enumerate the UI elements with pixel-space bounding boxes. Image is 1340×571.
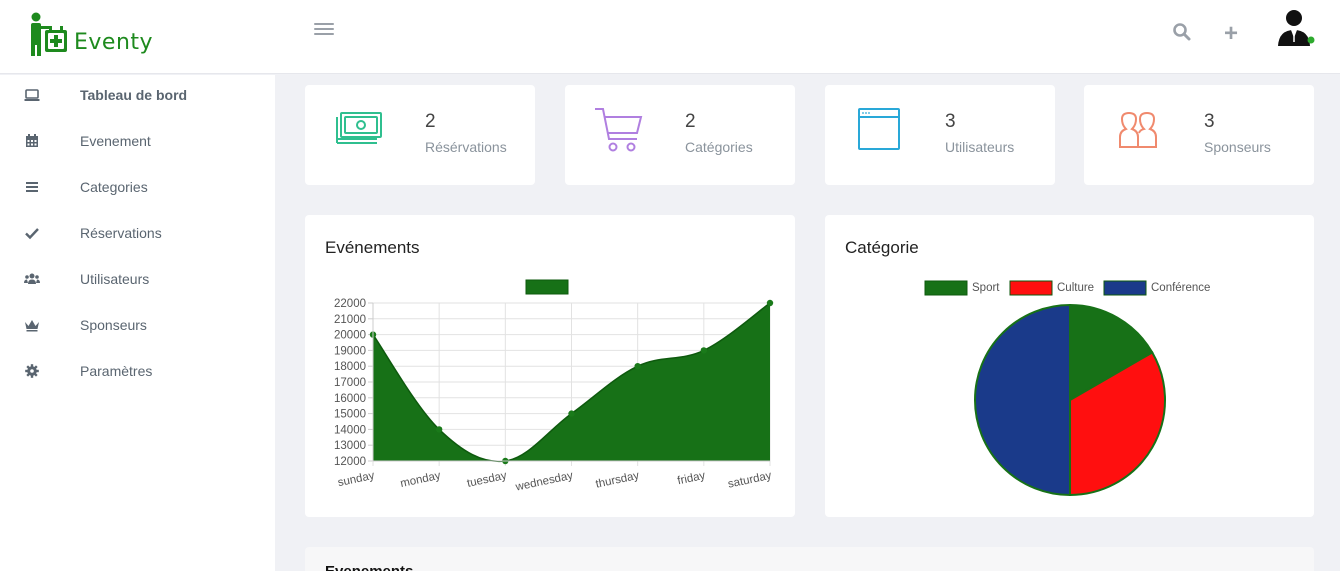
events-panel: Evénements 22000 21000 20000 19000 18000 1700…	[305, 215, 795, 517]
sidebar-item-sponseurs[interactable]: Sponseurs	[0, 307, 275, 343]
events-area-chart: 22000 21000 20000 19000 18000 17000 16000 15000…	[334, 279, 774, 494]
y-tick-label: 21000	[334, 314, 366, 326]
people-icon	[1119, 111, 1157, 148]
x-tick-label: friday	[676, 470, 706, 488]
data-point-monday[interactable]	[435, 426, 443, 433]
plus-icon[interactable]: +	[1223, 20, 1238, 47]
sidebar-item-label: Categories	[80, 179, 148, 195]
data-point-thursday[interactable]	[634, 363, 641, 370]
x-tick-label: wednesday	[514, 470, 575, 494]
stat-card-categories[interactable]: 2 Catégories	[565, 85, 795, 185]
check-icon	[25, 228, 39, 240]
sidebar-item-label: Tableau de bord	[80, 87, 188, 103]
y-tick-label: 14000	[334, 424, 366, 436]
search-icon[interactable]	[1172, 22, 1192, 42]
y-tick-label: 17000	[334, 377, 366, 389]
legend-label[interactable]: Culture	[1057, 282, 1094, 294]
stat-label: Sponseurs	[1204, 139, 1271, 155]
sidebar-item-label: Sponseurs	[80, 317, 147, 333]
eventy-logo-icon	[31, 12, 67, 56]
sidebar-item-label: Paramètres	[80, 363, 153, 379]
stat-label: Catégories	[685, 139, 753, 155]
hamburger-icon[interactable]	[314, 20, 334, 40]
users-icon	[24, 273, 40, 284]
list-icon	[26, 182, 38, 192]
stat-label: Résérvations	[425, 139, 507, 155]
legend-label[interactable]: Conférence	[1151, 282, 1210, 294]
stat-label: Utilisateurs	[945, 139, 1015, 155]
category-pie-chart: Sport Culture Conférence	[924, 280, 1210, 497]
series-area	[373, 303, 770, 462]
money-icon	[336, 112, 382, 144]
sidebar-item-utilisateurs[interactable]: Utilisateurs	[0, 261, 275, 297]
gear-icon	[25, 364, 39, 378]
stat-count: 3	[1204, 111, 1215, 132]
y-tick-label: 16000	[334, 393, 366, 405]
panel-title: Catégorie	[845, 238, 919, 257]
x-tick-label: sunday	[337, 470, 376, 489]
online-status-dot	[1307, 36, 1315, 44]
y-tick-label: 19000	[334, 345, 366, 357]
sidebar-item-label: Evenement	[80, 133, 151, 149]
sidebar-item-reservations[interactable]: Réservations	[0, 215, 275, 251]
legend-swatch-culture[interactable]	[1009, 280, 1053, 296]
sidebar-item-label: Réservations	[80, 225, 162, 241]
brand-name: Eventy	[74, 30, 154, 55]
user-avatar-icon[interactable]	[1276, 8, 1316, 48]
x-tick-label: tuesday	[466, 470, 508, 490]
stat-card-utilisateurs[interactable]: 3 Utilisateurs	[825, 85, 1055, 185]
sidebar-item-label: Utilisateurs	[80, 271, 150, 287]
y-tick-label: 15000	[334, 409, 366, 421]
y-tick-label: 12000	[334, 456, 366, 468]
sidebar-item-tableau-de-bord[interactable]: Tableau de bord	[0, 77, 275, 113]
sidebar: Tableau de bord Evenement Categories Rés…	[0, 75, 275, 571]
pie-slice-culture[interactable]	[1069, 351, 1166, 497]
legend-label[interactable]: Sport	[972, 282, 1000, 294]
pie-slice-conférence[interactable]	[974, 303, 1071, 497]
legend-swatch-sport[interactable]	[924, 280, 968, 296]
stat-count: 3	[945, 111, 956, 132]
brand[interactable]: Eventy	[26, 8, 153, 58]
y-tick-label: 22000	[334, 298, 366, 310]
legend-swatch-conférence[interactable]	[1103, 280, 1147, 296]
browser-window-icon	[858, 108, 900, 150]
y-tick-label: 18000	[334, 361, 366, 373]
stat-card-sponseurs[interactable]: 3 Sponseurs	[1084, 85, 1314, 185]
x-tick-label: saturday	[727, 470, 773, 491]
cart-icon	[595, 108, 643, 152]
laptop-icon	[24, 89, 40, 101]
x-tick-label: monday	[399, 470, 442, 490]
data-point-wednesday[interactable]	[568, 410, 575, 417]
category-panel: Catégorie Sport Culture Conférence	[825, 215, 1314, 517]
crown-icon	[25, 320, 39, 332]
stat-count: 2	[425, 111, 436, 132]
data-point-friday[interactable]	[700, 347, 708, 354]
pie-slice-sport[interactable]	[1069, 303, 1154, 402]
legend-swatch[interactable]	[525, 279, 569, 295]
y-tick-label: 13000	[334, 440, 366, 452]
stat-count: 2	[685, 111, 696, 132]
y-tick-label: 20000	[334, 330, 366, 342]
top-bar: Eventy +	[0, 0, 1340, 74]
sidebar-item-categories[interactable]: Categories	[0, 169, 275, 205]
sidebar-item-parametres[interactable]: Paramètres	[0, 353, 275, 389]
stat-card-reservations[interactable]: 2 Résérvations	[305, 85, 535, 185]
data-point-saturday[interactable]	[766, 299, 774, 307]
sidebar-item-evenement[interactable]: Evenement	[0, 123, 275, 159]
panel-title: Evenements	[325, 563, 413, 571]
events-table-panel: Evenements	[305, 547, 1314, 571]
x-tick-label: thursday	[595, 470, 641, 491]
panel-title: Evénements	[325, 238, 420, 257]
calendar-icon	[26, 134, 38, 147]
